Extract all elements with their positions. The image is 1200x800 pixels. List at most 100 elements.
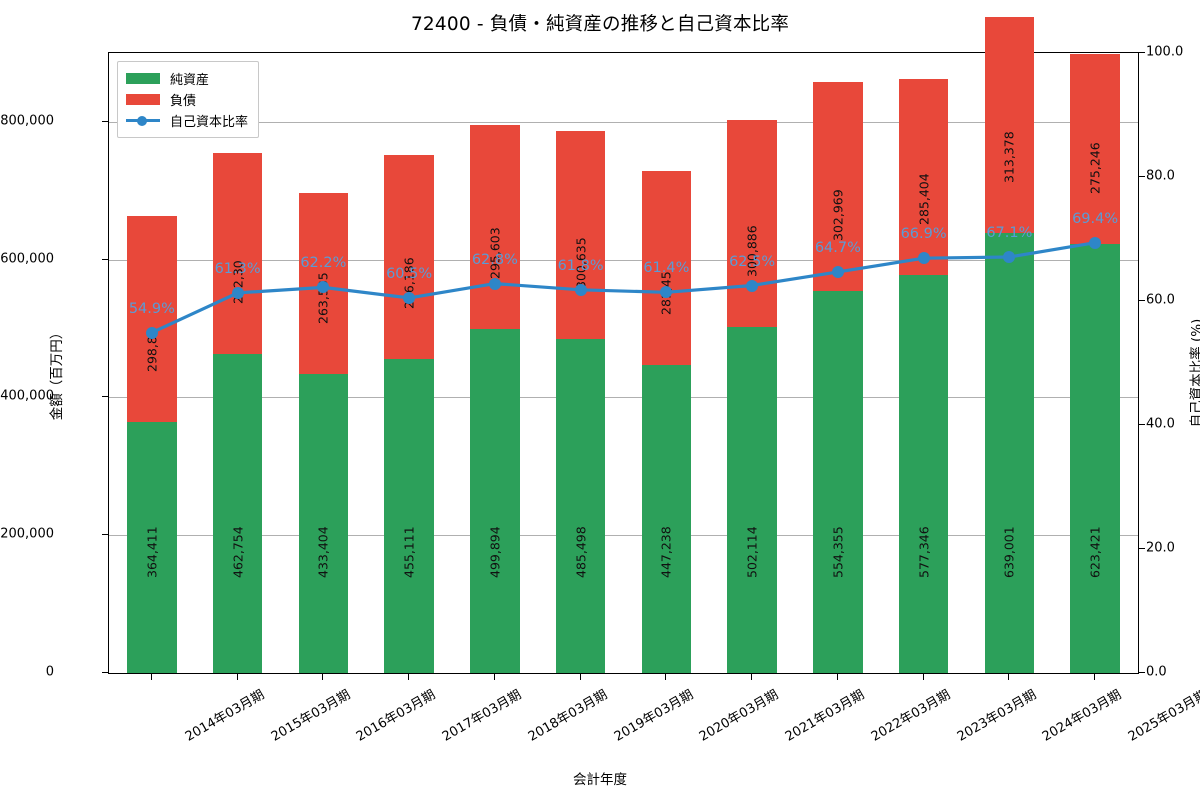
y-tick-mark-left — [102, 672, 108, 673]
bar-stack[interactable]: 485,498 300,635 — [555, 53, 606, 673]
bar-stack[interactable]: 639,001 313,378 — [984, 16, 1035, 673]
ratio-marker[interactable] — [574, 283, 587, 296]
legend-swatch-red — [126, 94, 160, 105]
ratio-marker[interactable] — [917, 252, 930, 265]
x-tick-mark — [579, 674, 581, 680]
y-tick-mark-right — [1139, 548, 1145, 549]
legend-label-liability: 負債 — [170, 94, 197, 109]
legend: 純資産 負債 自己資本比率 — [117, 61, 260, 138]
bar-stack[interactable]: 462,754 292,30 — [212, 53, 263, 673]
bar-segment-liability[interactable]: 300,886 — [727, 119, 777, 328]
x-axis-label: 会計年度 — [573, 772, 627, 788]
bar-segment-equity[interactable]: 433,404 — [298, 374, 349, 673]
ratio-value-label: 62.5% — [729, 253, 776, 270]
bar-value-label-equity: 623,421 — [1087, 526, 1103, 578]
ratio-marker[interactable] — [746, 279, 759, 292]
y-tick-mark-right — [1139, 300, 1145, 301]
ratio-marker[interactable] — [660, 286, 673, 299]
bar-stack[interactable]: 502,114 300,886 — [727, 53, 777, 673]
ratio-marker[interactable] — [145, 326, 158, 339]
bar-segment-equity[interactable]: 485,498 — [555, 338, 606, 673]
y-tick-label-left: 600,000 — [0, 251, 54, 267]
bar-segment-liability[interactable]: 292,30 — [212, 152, 263, 355]
bar-segment-liability[interactable]: 302,969 — [813, 82, 863, 292]
bar-segment-liability[interactable]: 313,378 — [984, 16, 1035, 233]
ratio-marker[interactable] — [403, 291, 416, 304]
y-tick-mark-right — [1139, 424, 1145, 425]
bar-value-label-liability: 275,246 — [1087, 141, 1103, 194]
bar-stack[interactable]: 447,238281,45 — [641, 53, 692, 673]
plot-area: 364,411 298,85 462,754 292,30 433,404 263,585… — [108, 16, 1139, 674]
bar-segment-equity[interactable]: 577,346 — [898, 275, 949, 673]
bar-segment-equity[interactable]: 364,411 — [127, 421, 177, 673]
bar-stack[interactable]: 455,111 296,186 — [384, 53, 434, 673]
bar-value-label-equity: 462,754 — [230, 526, 246, 578]
ratio-marker[interactable] — [488, 277, 501, 290]
bar-value-label-equity: 577,346 — [916, 526, 932, 578]
bar-segment-liability[interactable]: 298,85 — [127, 216, 177, 422]
ratio-value-label: 61.4% — [643, 260, 690, 277]
bar-value-label-liability: 285,404 — [916, 173, 932, 226]
x-tick-label: 2015年03月期 — [268, 687, 353, 745]
gridline — [109, 535, 1138, 537]
y-tick-label-right: 40.0 — [1146, 416, 1175, 432]
bar-stack[interactable]: 364,411 298,85 — [127, 53, 177, 673]
bar-segment-equity[interactable]: 455,111 — [384, 359, 434, 673]
y-tick-label-left: 800,000 — [0, 113, 54, 129]
bar-value-label-equity: 364,411 — [144, 526, 160, 578]
bar-segment-equity[interactable]: 639,001 — [984, 232, 1035, 673]
ratio-marker[interactable] — [831, 265, 844, 278]
bar-stack[interactable]: 577,346 285,404 — [898, 53, 949, 673]
x-tick-label: 2023年03月期 — [954, 687, 1039, 745]
bar-segment-liability[interactable]: 285,404 — [898, 78, 949, 276]
x-tick-mark — [665, 674, 667, 680]
x-tick-mark — [1094, 674, 1096, 680]
bar-stack[interactable]: 623,421 275,246 — [1070, 53, 1120, 673]
ratio-marker[interactable] — [317, 281, 330, 294]
bar-segment-equity[interactable]: 462,754 — [212, 354, 263, 673]
ratio-value-label: 61.3% — [214, 260, 261, 277]
bar-stack[interactable]: 433,404 263,585 — [298, 53, 349, 673]
x-tick-mark — [150, 674, 152, 680]
ratio-marker[interactable] — [1003, 250, 1016, 263]
y-axis-right-label: 自己資本比率 (%) — [1189, 318, 1200, 428]
x-tick-label: 2016年03月期 — [354, 687, 439, 745]
bar-value-label-equity: 499,894 — [487, 526, 503, 578]
bar-segment-equity[interactable]: 502,114 — [727, 327, 777, 673]
y-tick-label-left: 400,000 — [0, 388, 54, 404]
x-tick-label: 2022年03月期 — [868, 687, 954, 745]
y-tick-mark-left — [102, 258, 108, 260]
legend-item-equity: 純資産 — [126, 68, 248, 89]
bar-stack[interactable]: 554,355 302,969 — [813, 53, 863, 673]
bar-value-label-equity: 455,111 — [401, 526, 417, 578]
legend-swatch-green — [126, 73, 160, 84]
bar-segment-liability[interactable]: 300,635 — [555, 131, 606, 339]
x-tick-mark — [493, 674, 495, 680]
bar-segment-equity[interactable]: 499,894 — [470, 328, 520, 673]
bar-segment-liability[interactable]: 296,186 — [384, 155, 434, 360]
chart-title: 72400 - 負債・純資産の推移と自己資本比率 — [410, 14, 790, 35]
x-tick-mark — [836, 674, 838, 680]
legend-label-ratio: 自己資本比率 — [170, 115, 249, 130]
bar-value-label-equity: 554,355 — [830, 526, 846, 578]
x-tick-mark — [236, 674, 238, 680]
bar-value-label-equity: 639,001 — [1001, 526, 1017, 578]
bar-segment-liability[interactable]: 275,246 — [1070, 53, 1120, 244]
bar-segment-equity[interactable]: 623,421 — [1070, 243, 1120, 673]
gridline — [109, 397, 1138, 399]
x-tick-label: 2024年03月期 — [1040, 687, 1125, 745]
y-tick-label-left: 0 — [45, 664, 54, 680]
x-tick-label: 2017年03月期 — [440, 687, 525, 745]
bar-segment-equity[interactable]: 447,238 — [641, 364, 692, 673]
ratio-marker[interactable] — [231, 286, 244, 299]
x-tick-label: 2025年03月期 — [1126, 687, 1200, 745]
x-tick-mark — [408, 674, 410, 680]
bar-stack[interactable]: 499,894 295,603 — [470, 53, 520, 673]
x-tick-label: 2014年03月期 — [182, 687, 268, 745]
bar-segment-liability[interactable]: 295,603 — [470, 125, 520, 329]
y-tick-label-right: 0.0 — [1146, 664, 1167, 680]
x-tick-mark — [322, 674, 324, 680]
bar-segment-equity[interactable]: 554,355 — [813, 291, 863, 673]
ratio-marker[interactable] — [1089, 236, 1102, 249]
x-tick-mark — [1008, 674, 1010, 680]
